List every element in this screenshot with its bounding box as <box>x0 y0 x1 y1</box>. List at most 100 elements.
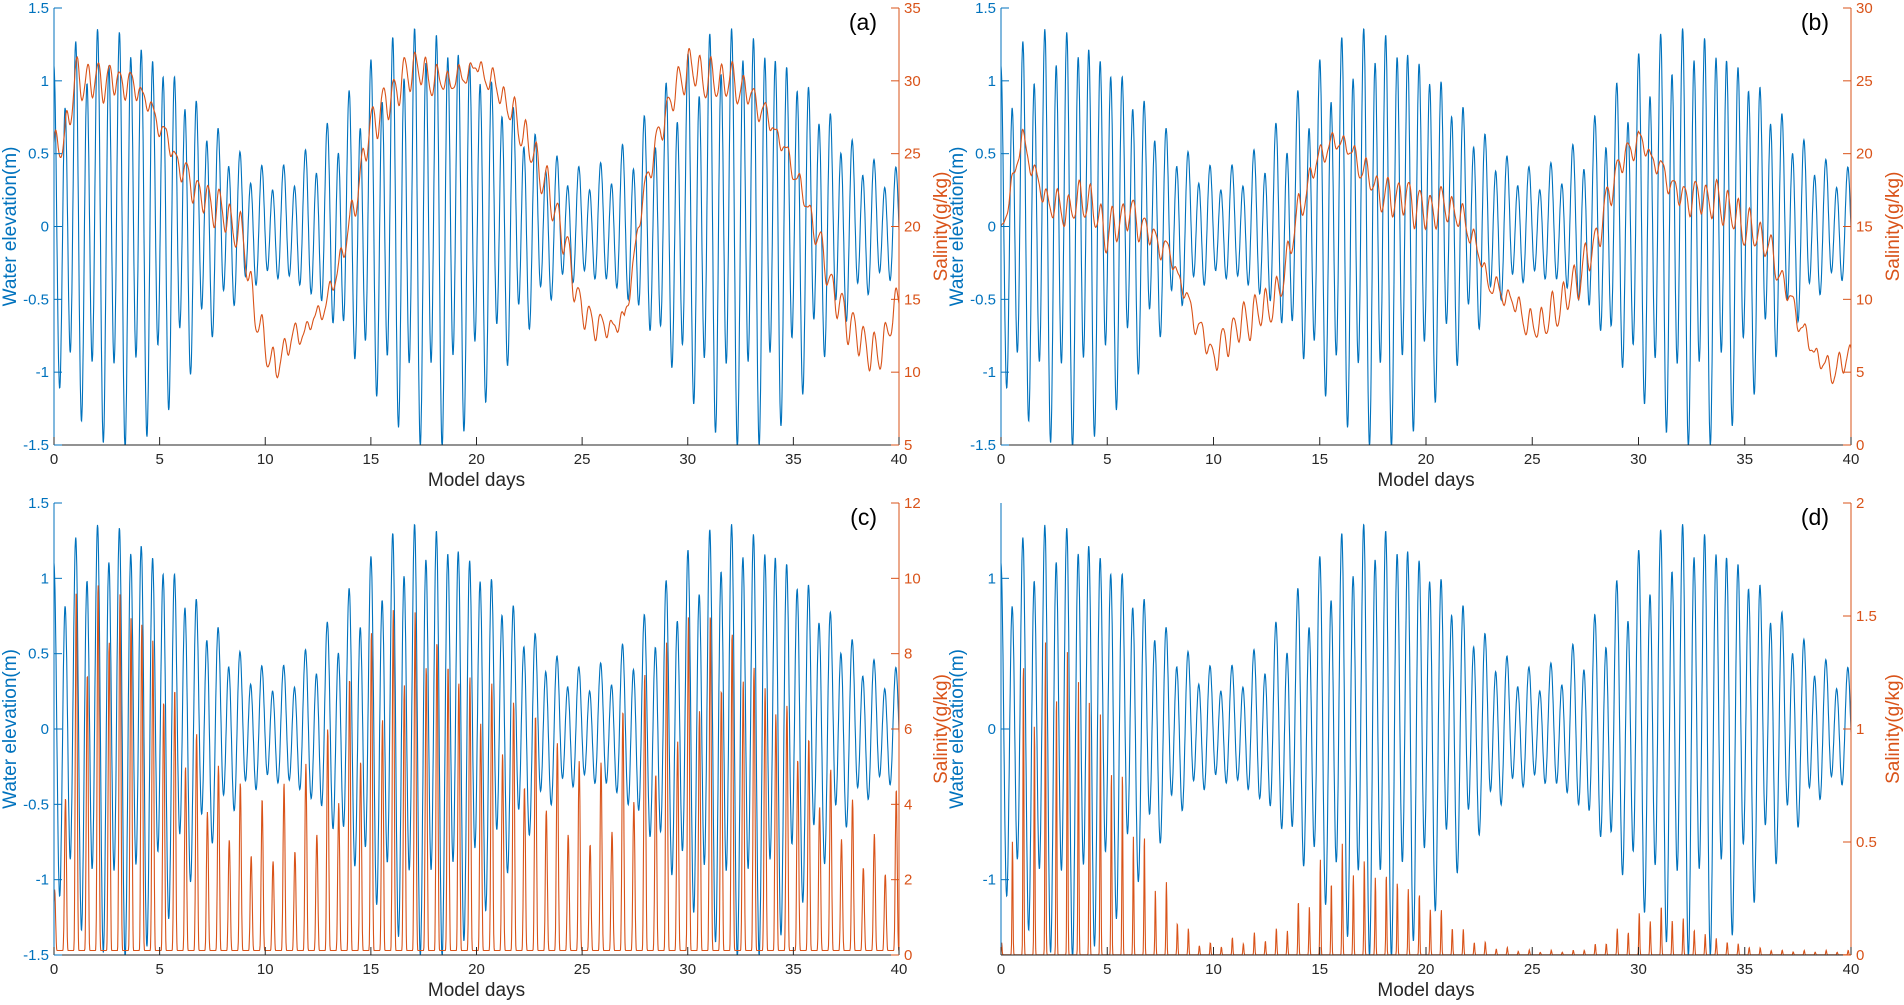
left-y-tick-label: -1 <box>36 364 49 381</box>
left-y-tick-label: -1.5 <box>970 437 996 454</box>
left-y-tick-label: 1.5 <box>28 495 49 512</box>
left-y-tick-label: 1 <box>41 570 49 587</box>
x-tick-label: 15 <box>1311 961 1328 978</box>
x-tick-label: 35 <box>1736 961 1753 978</box>
left-y-tick-label: 0 <box>988 219 996 236</box>
left-y-tick-label: -1 <box>983 872 996 889</box>
x-tick-label: 10 <box>1205 451 1222 468</box>
series-water-elevation <box>1000 523 1852 956</box>
x-tick-label: 15 <box>363 451 380 468</box>
right-y-tick-label: 0 <box>904 947 912 964</box>
left-y-axis-label: Water elevation(m) <box>0 147 21 307</box>
x-tick-label: 40 <box>891 961 908 978</box>
right-y-tick-label: 10 <box>904 570 921 587</box>
x-tick-label: 20 <box>468 961 485 978</box>
left-y-tick-label: 0 <box>41 219 49 236</box>
left-y-tick-label: -1 <box>983 364 996 381</box>
left-y-axis-label: Water elevation(m) <box>0 649 21 809</box>
right-y-tick-label: 35 <box>904 0 921 17</box>
left-y-tick-label: 1 <box>41 73 49 90</box>
x-tick-label: 5 <box>1103 451 1111 468</box>
right-y-tick-label: 10 <box>904 364 921 381</box>
series-salinity <box>1000 128 1852 385</box>
panel-b: 0 5 10 15 20 25 30 35 40 -1.5 -1 -0.5 0 0.5 1 1.5 0 5 10 15… <box>947 0 1904 491</box>
x-tick-label: 25 <box>1524 961 1541 978</box>
left-y-tick-label: 0 <box>988 721 996 738</box>
right-y-tick-label: 6 <box>904 721 912 738</box>
x-tick-label: 30 <box>679 451 696 468</box>
left-y-tick-label: -1.5 <box>23 437 49 454</box>
right-y-tick-label: 1.5 <box>1856 608 1877 625</box>
panel-c: 0 5 10 15 20 25 30 35 40 -1.5 -1 -0.5 0 0.5 1 1.5 0 2 4 6 8 1… <box>0 495 952 1001</box>
left-y-tick-label: 0 <box>41 721 49 738</box>
right-y-tick-label: 0 <box>1856 437 1864 454</box>
x-tick-label: 10 <box>1205 961 1222 978</box>
x-tick-label: 0 <box>50 961 58 978</box>
x-tick-label: 40 <box>891 451 908 468</box>
left-y-tick-label: -0.5 <box>23 796 49 813</box>
x-tick-label: 35 <box>785 451 802 468</box>
x-tick-label: 0 <box>50 451 58 468</box>
left-y-tick-label: 1.5 <box>28 0 49 17</box>
x-tick-label: 5 <box>1103 961 1111 978</box>
left-y-tick-label: -1.5 <box>23 947 49 964</box>
left-y-tick-label: -0.5 <box>23 291 49 308</box>
right-y-tick-label: 2 <box>904 872 912 889</box>
series-water-elevation <box>53 28 900 446</box>
x-tick-label: 5 <box>155 961 163 978</box>
panel-label: (d) <box>1801 504 1829 530</box>
right-y-tick-label: 20 <box>1856 146 1873 163</box>
right-y-axis-label: Salinity(g/kg) <box>1883 172 1904 282</box>
right-y-tick-label: 10 <box>1856 291 1873 308</box>
right-y-tick-label: 30 <box>1856 0 1873 17</box>
x-tick-label: 20 <box>468 451 485 468</box>
left-y-tick-label: 1 <box>988 73 996 90</box>
x-tick-label: 30 <box>1630 961 1647 978</box>
right-y-axis-label: Salinity(g/kg) <box>1883 674 1904 784</box>
x-tick-label: 20 <box>1418 961 1435 978</box>
x-tick-label: 30 <box>679 961 696 978</box>
right-y-tick-label: 5 <box>904 437 912 454</box>
left-y-axis-label: Water elevation(m) <box>947 147 968 307</box>
left-y-axis-label: Water elevation(m) <box>947 649 968 809</box>
panel-label: (b) <box>1801 9 1829 35</box>
right-y-tick-label: 2 <box>1856 495 1864 512</box>
x-tick-label: 0 <box>997 961 1005 978</box>
series-water-elevation <box>53 523 900 956</box>
right-y-tick-label: 25 <box>1856 73 1873 90</box>
panel-label: (a) <box>849 9 877 35</box>
x-tick-label: 5 <box>155 451 163 468</box>
x-tick-label: 25 <box>1524 451 1541 468</box>
x-tick-label: 20 <box>1418 451 1435 468</box>
x-tick-label: 15 <box>363 961 380 978</box>
right-y-tick-label: 12 <box>904 495 921 512</box>
right-y-axis-label: Salinity(g/kg) <box>931 172 952 282</box>
x-tick-label: 40 <box>1843 451 1860 468</box>
x-tick-label: 30 <box>1630 451 1647 468</box>
x-tick-label: 35 <box>1736 451 1753 468</box>
series-water-elevation <box>1000 28 1852 446</box>
x-axis-label: Model days <box>1377 980 1474 1001</box>
right-y-tick-label: 20 <box>904 219 921 236</box>
right-y-axis-label: Salinity(g/kg) <box>931 674 952 784</box>
x-tick-label: 25 <box>574 451 591 468</box>
right-y-tick-label: 1 <box>1856 721 1864 738</box>
x-tick-label: 10 <box>257 451 274 468</box>
panel-a: 0 5 10 15 20 25 30 35 40 -1.5 -1 -0.5 0 0.5 1 1.5 5 10 15 2… <box>0 0 952 491</box>
right-y-tick-label: 15 <box>1856 219 1873 236</box>
left-y-tick-label: 1 <box>988 570 996 587</box>
right-y-tick-label: 4 <box>904 796 912 813</box>
left-y-tick-label: 1.5 <box>975 0 996 17</box>
left-y-tick-label: -0.5 <box>970 291 996 308</box>
x-axis-label: Model days <box>1377 470 1474 491</box>
right-y-tick-label: 8 <box>904 646 912 663</box>
x-tick-label: 10 <box>257 961 274 978</box>
right-y-tick-label: 0.5 <box>1856 834 1877 851</box>
x-tick-label: 25 <box>574 961 591 978</box>
left-y-tick-label: 0.5 <box>975 146 996 163</box>
x-tick-label: 0 <box>997 451 1005 468</box>
left-y-tick-label: -1 <box>36 872 49 889</box>
panel-label: (c) <box>850 504 877 530</box>
